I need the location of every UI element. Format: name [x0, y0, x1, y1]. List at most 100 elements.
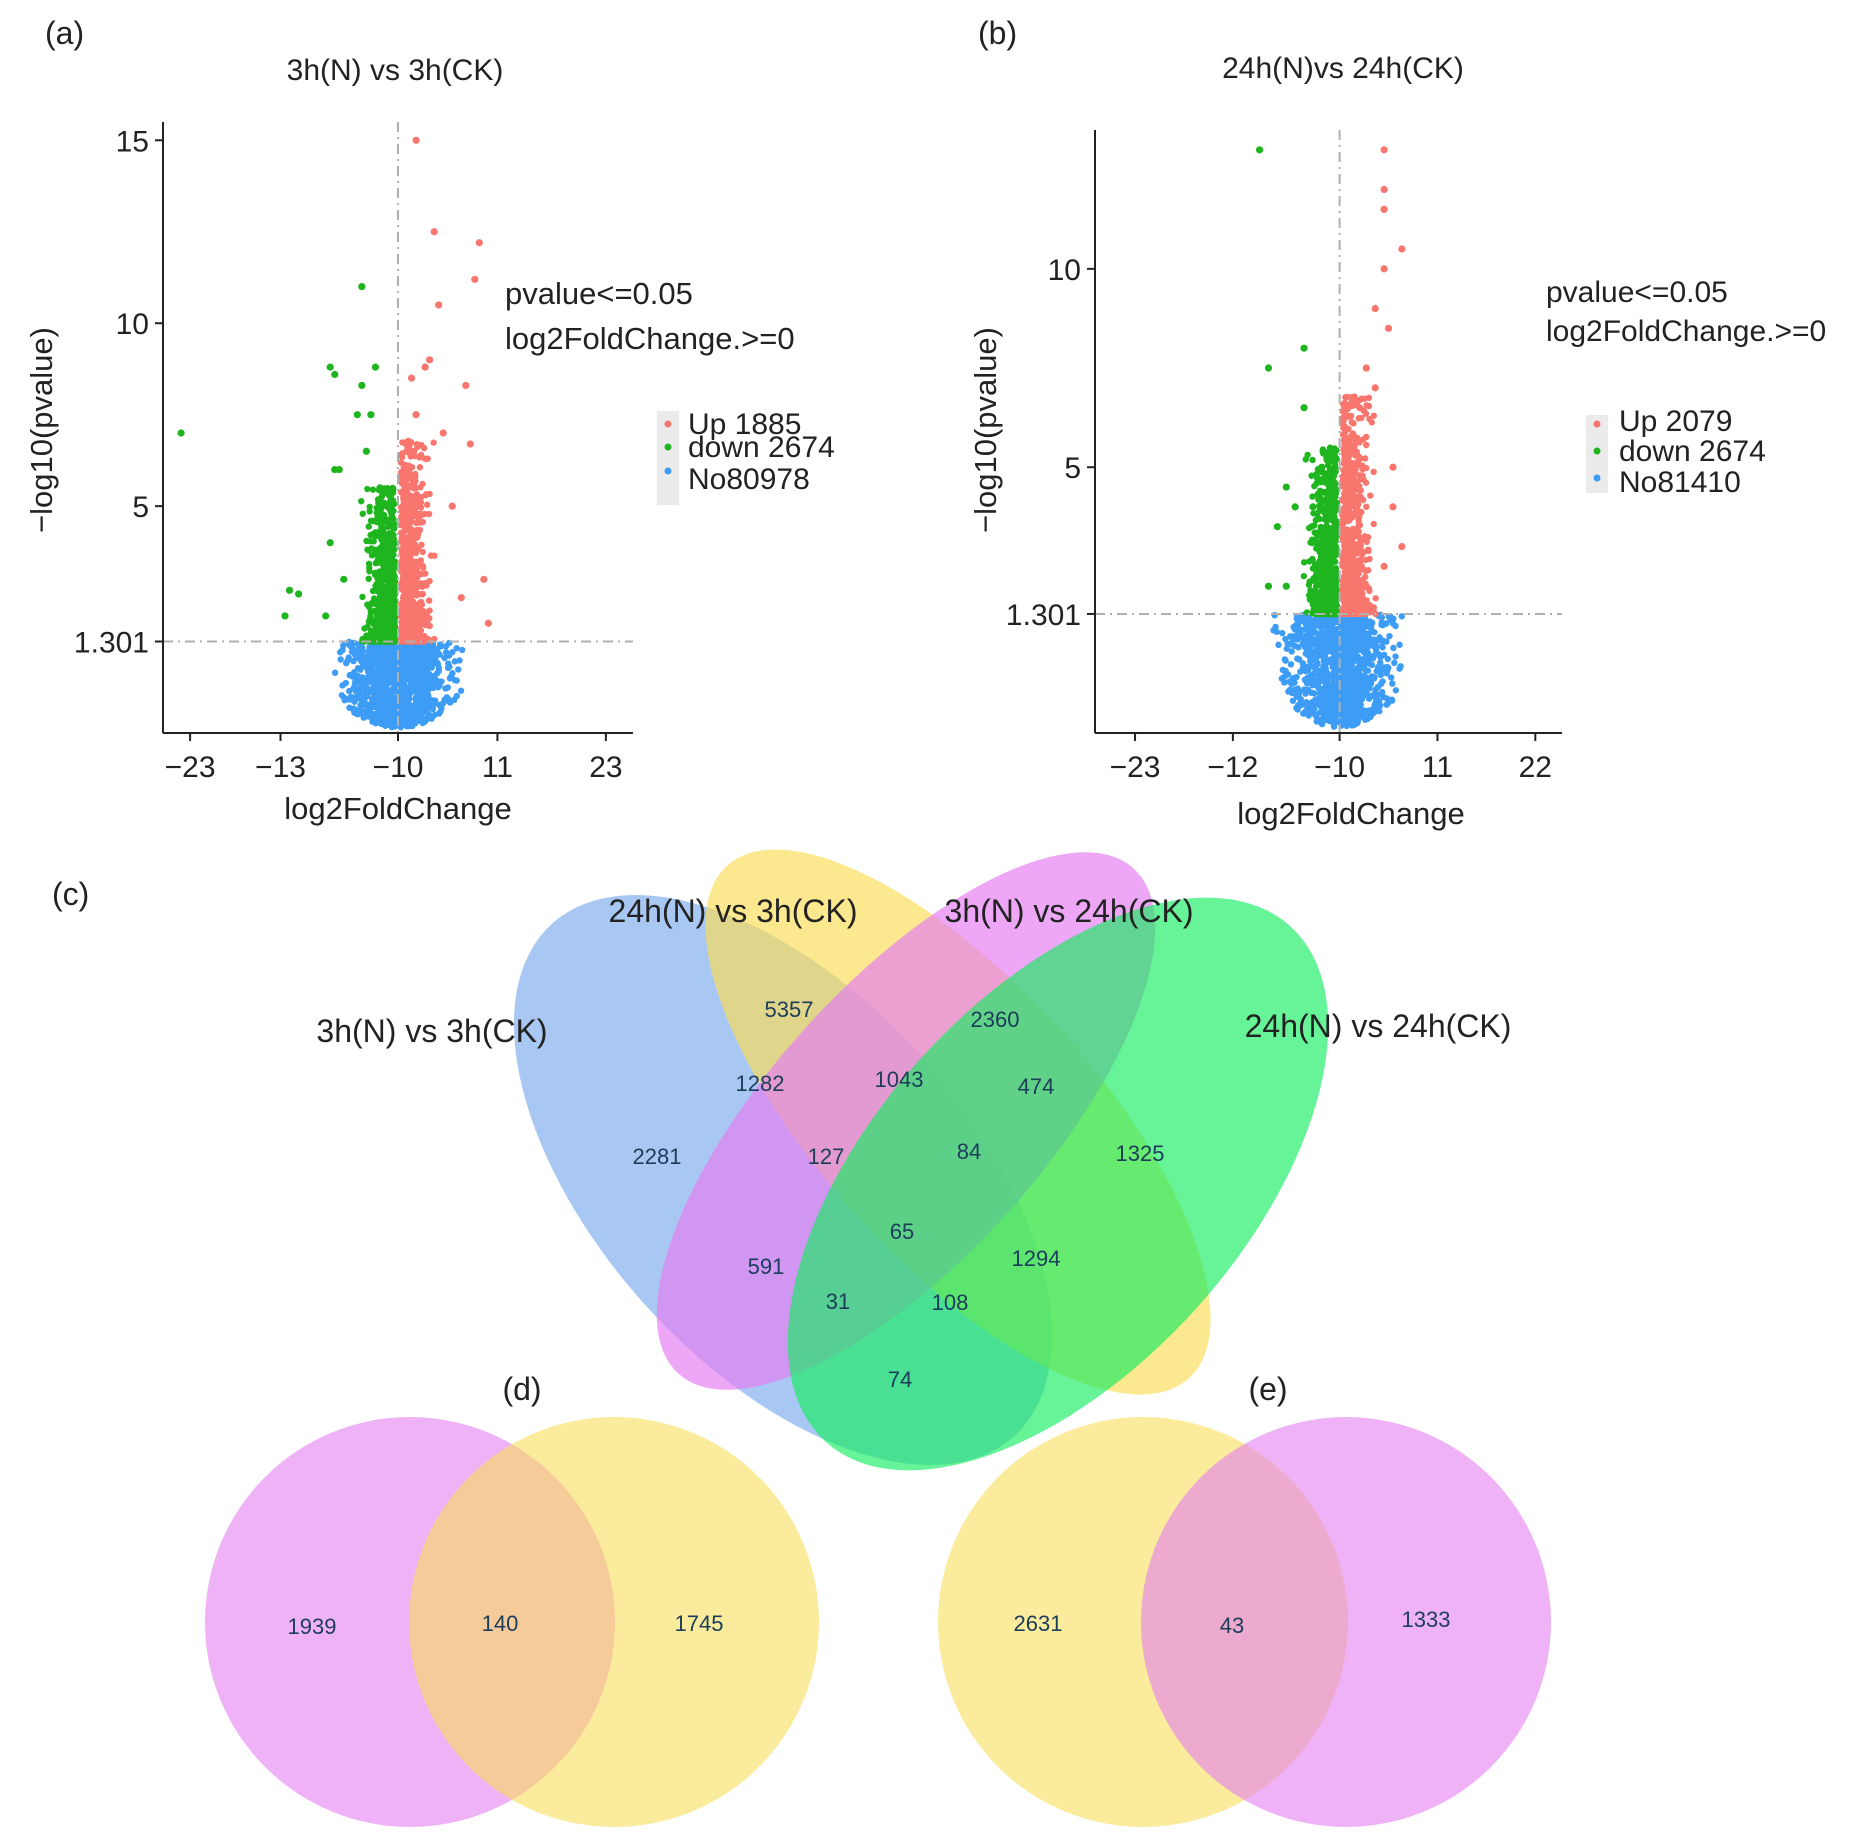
up-point [421, 455, 429, 462]
no-point [365, 657, 373, 665]
down-point [389, 568, 396, 575]
no-point [1361, 630, 1369, 638]
up-point [406, 575, 414, 582]
down-point [1330, 546, 1337, 554]
down-point [1314, 575, 1321, 582]
y-tick-label: 5 [132, 491, 149, 524]
no-point [1392, 687, 1400, 694]
no-point [1295, 656, 1303, 663]
down-point [1329, 539, 1337, 546]
down-point [380, 530, 388, 537]
down-point [365, 523, 372, 530]
no-point [1383, 701, 1390, 708]
up-point [414, 545, 422, 553]
no-point [421, 678, 429, 685]
down-outlier-point [335, 465, 343, 474]
down-point [1313, 598, 1320, 606]
up-point [408, 463, 416, 471]
down-point [1323, 517, 1330, 524]
no-point [389, 678, 396, 685]
up-outlier-point [462, 381, 470, 390]
down-point [390, 583, 398, 590]
no-point [346, 642, 354, 650]
up-point [416, 442, 423, 449]
down-outlier-point [285, 586, 294, 594]
no-point [404, 650, 412, 658]
no-point [398, 650, 405, 657]
no-point [417, 669, 424, 677]
down-point [386, 575, 393, 582]
down-point [1309, 493, 1316, 500]
down-point [376, 617, 383, 624]
up-point [415, 618, 422, 625]
up-outlier-point [475, 239, 483, 247]
no-point [1362, 712, 1370, 719]
no-point [409, 681, 417, 688]
no-point [1317, 652, 1324, 659]
up-point [1370, 604, 1378, 611]
up-point [405, 603, 413, 610]
up-point [415, 517, 423, 525]
no-point [1357, 680, 1364, 687]
down-point [359, 593, 366, 601]
chart-a-legend-no-label: No80978 [688, 463, 810, 496]
no-point [1356, 639, 1364, 647]
down-point [1311, 591, 1318, 598]
no-point [408, 646, 416, 654]
no-point [1368, 655, 1376, 662]
no-point [453, 692, 461, 700]
up-point [1355, 493, 1362, 500]
no-point [1388, 696, 1396, 703]
no-point [1348, 650, 1355, 658]
no-point [1392, 653, 1399, 660]
no-point [1314, 644, 1322, 651]
up-point [407, 513, 415, 520]
down-point [374, 608, 381, 615]
down-point [365, 560, 373, 567]
up-point [416, 464, 424, 471]
x-tick-label: 23 [589, 751, 622, 784]
up-point [398, 505, 406, 512]
no-point [1391, 659, 1398, 667]
no-point [362, 700, 370, 708]
up-point [1353, 498, 1361, 506]
down-point [386, 489, 394, 496]
down-point [385, 609, 392, 617]
no-point [1345, 713, 1352, 720]
down-point [1325, 507, 1332, 514]
no-point [1376, 702, 1384, 709]
x-tick-label: −10 [373, 751, 424, 784]
no-point [1377, 653, 1384, 661]
down-point [1322, 592, 1329, 599]
down-outlier-point [326, 539, 334, 547]
panel-a-volcano-plot: (a) 3h(N) vs 3h(CK) −23 −13 −10 11 231.30151… [24, 15, 835, 826]
down-point [1319, 477, 1326, 484]
chart-b-marks [1095, 130, 1562, 733]
up-point [401, 476, 409, 483]
no-point [451, 658, 459, 665]
down-point [374, 584, 381, 592]
up-point [1355, 415, 1362, 422]
chart-a-legend-no-symbol [664, 467, 672, 475]
no-point [1320, 692, 1327, 699]
down-point [1319, 447, 1327, 454]
no-point [1348, 682, 1355, 689]
no-point [1376, 708, 1383, 715]
down-point [387, 563, 394, 570]
up-point [1356, 534, 1364, 541]
down-point [1318, 498, 1325, 506]
up-outlier-point [412, 136, 420, 144]
no-point [352, 652, 359, 659]
down-point [377, 570, 384, 578]
up-outlier-point [439, 429, 447, 437]
no-point [382, 663, 389, 671]
up-point [408, 593, 415, 600]
no-point [422, 695, 429, 703]
up-point [1340, 466, 1347, 474]
no-point [383, 690, 390, 697]
no-point [1378, 614, 1385, 621]
up-point [408, 506, 416, 514]
no-point [375, 677, 383, 685]
up-point [406, 624, 414, 631]
up-outlier-point [457, 594, 465, 602]
